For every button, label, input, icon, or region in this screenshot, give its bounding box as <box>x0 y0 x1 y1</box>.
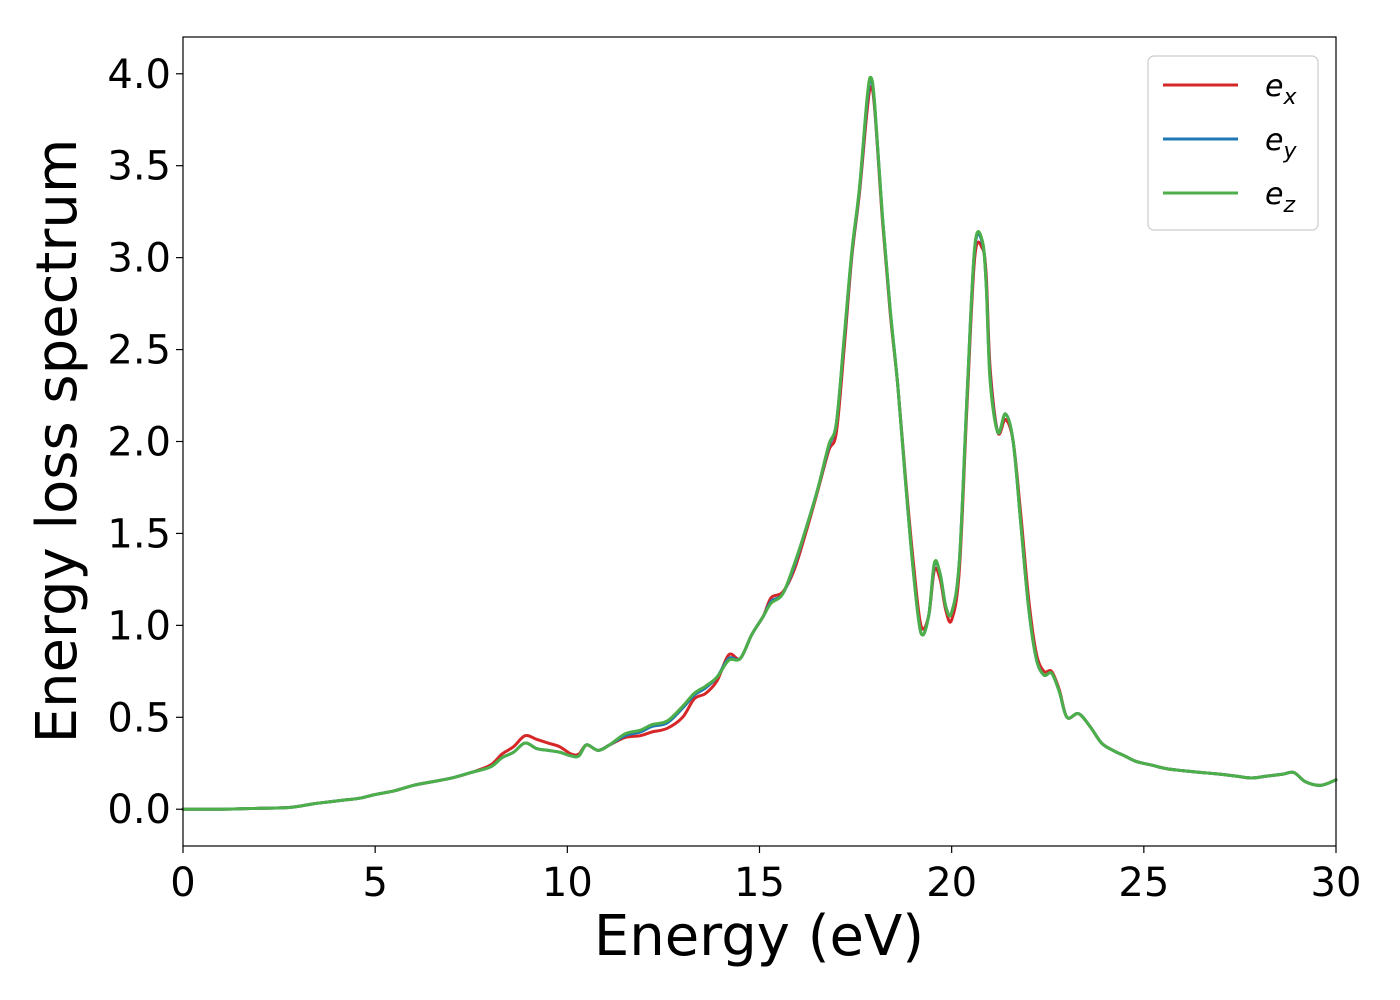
legend-label-x: ex <box>1265 69 1297 110</box>
series-line-z <box>181 75 1338 811</box>
x-axis: 0 5 10 15 20 25 30 <box>170 846 1361 906</box>
y-tick-label: 3.0 <box>107 236 171 282</box>
legend: ex ey ez <box>1147 55 1319 231</box>
x-axis-title: Energy (eV) <box>594 904 924 969</box>
x-tick-label: 5 <box>362 860 387 906</box>
x-tick-label: 30 <box>1311 860 1362 906</box>
y-tick-label: 2.5 <box>107 328 171 374</box>
x-tick-label: 15 <box>734 860 785 906</box>
y-axis-title: Energy loss spectrum <box>25 139 90 744</box>
legend-label-z: ez <box>1265 177 1295 218</box>
legend-box <box>1147 55 1319 231</box>
y-tick-label: 1.0 <box>107 603 171 649</box>
y-tick-label: 2.0 <box>107 420 171 466</box>
y-tick-label: 3.5 <box>107 144 171 190</box>
legend-label-y: ey <box>1265 123 1297 164</box>
x-tick-label: 10 <box>542 860 593 906</box>
y-tick-label: 0.5 <box>107 695 171 741</box>
y-tick-label: 4.0 <box>107 52 171 98</box>
series-layer <box>181 75 1338 811</box>
y-axis: 0.0 0.5 1.0 1.5 2.0 2.5 3.0 3.5 4.0 <box>107 52 183 833</box>
x-tick-label: 20 <box>926 860 977 906</box>
y-tick-label: 1.5 <box>107 511 171 557</box>
x-tick-label: 0 <box>170 860 195 906</box>
y-tick-label: 0.0 <box>107 787 171 833</box>
x-tick-label: 25 <box>1118 860 1169 906</box>
